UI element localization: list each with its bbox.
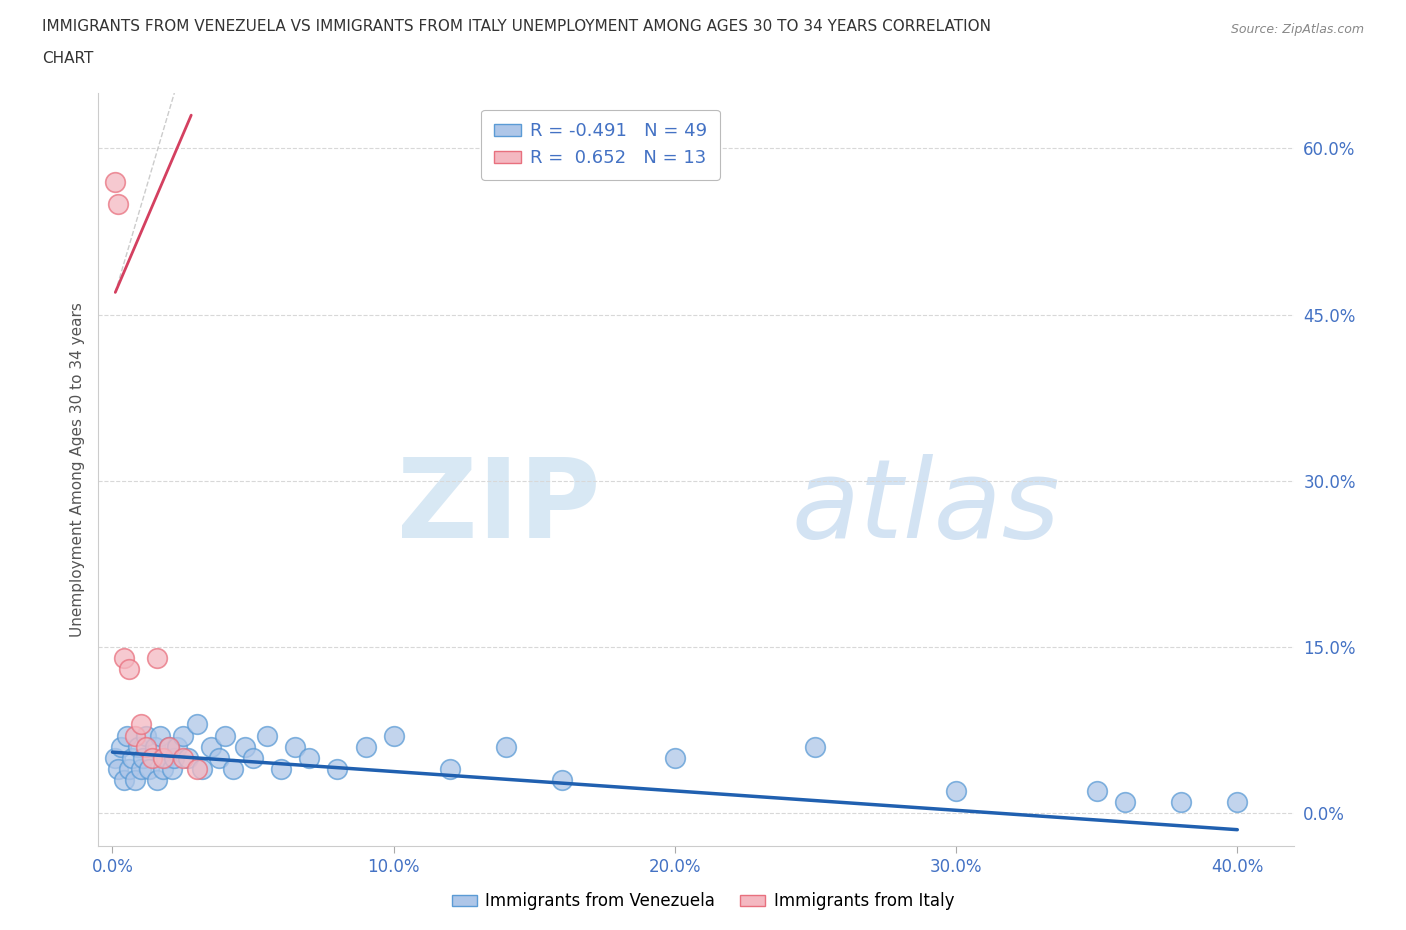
Point xyxy=(326,762,349,777)
Point xyxy=(664,751,686,765)
Text: CHART: CHART xyxy=(42,51,94,66)
Point xyxy=(118,661,141,676)
Point xyxy=(129,762,152,777)
Point xyxy=(107,196,129,211)
Point xyxy=(115,728,138,743)
Point xyxy=(186,762,208,777)
Point xyxy=(143,739,166,754)
Point xyxy=(157,739,180,754)
Point xyxy=(177,751,200,765)
Text: Source: ZipAtlas.com: Source: ZipAtlas.com xyxy=(1230,23,1364,36)
Point xyxy=(551,773,574,788)
Point xyxy=(110,739,132,754)
Point xyxy=(157,739,180,754)
Legend: R = -0.491   N = 49, R =  0.652   N = 13: R = -0.491 N = 49, R = 0.652 N = 13 xyxy=(481,110,720,179)
Point xyxy=(945,783,967,798)
Point xyxy=(155,751,177,765)
Point xyxy=(146,773,169,788)
Text: atlas: atlas xyxy=(792,454,1060,561)
Point xyxy=(107,762,129,777)
Text: ZIP: ZIP xyxy=(396,454,600,561)
Point xyxy=(439,762,461,777)
Point xyxy=(804,739,827,754)
Point xyxy=(124,728,146,743)
Point xyxy=(222,762,245,777)
Point xyxy=(1170,794,1192,809)
Point xyxy=(141,751,163,765)
Point xyxy=(104,751,127,765)
Point xyxy=(270,762,292,777)
Point xyxy=(242,751,264,765)
Point xyxy=(208,751,231,765)
Point xyxy=(118,762,141,777)
Point xyxy=(112,773,135,788)
Point xyxy=(298,751,321,765)
Point xyxy=(149,728,172,743)
Point xyxy=(1114,794,1136,809)
Point xyxy=(135,739,157,754)
Point xyxy=(152,762,174,777)
Point xyxy=(146,651,169,666)
Point xyxy=(135,728,157,743)
Point xyxy=(163,751,186,765)
Point xyxy=(284,739,307,754)
Point xyxy=(191,762,214,777)
Point xyxy=(172,751,194,765)
Point xyxy=(127,739,149,754)
Text: IMMIGRANTS FROM VENEZUELA VS IMMIGRANTS FROM ITALY UNEMPLOYMENT AMONG AGES 30 TO: IMMIGRANTS FROM VENEZUELA VS IMMIGRANTS … xyxy=(42,19,991,33)
Point xyxy=(166,739,188,754)
Point xyxy=(132,751,155,765)
Point xyxy=(214,728,236,743)
Y-axis label: Unemployment Among Ages 30 to 34 years: Unemployment Among Ages 30 to 34 years xyxy=(69,302,84,637)
Point xyxy=(172,728,194,743)
Point xyxy=(186,717,208,732)
Point xyxy=(200,739,222,754)
Point xyxy=(1226,794,1249,809)
Point xyxy=(129,717,152,732)
Point xyxy=(354,739,377,754)
Point xyxy=(124,773,146,788)
Point xyxy=(112,651,135,666)
Point xyxy=(104,174,127,189)
Point xyxy=(256,728,278,743)
Point xyxy=(233,739,256,754)
Point xyxy=(160,762,183,777)
Point xyxy=(1085,783,1108,798)
Point xyxy=(138,762,160,777)
Point xyxy=(382,728,405,743)
Point xyxy=(121,751,143,765)
Point xyxy=(495,739,517,754)
Legend: Immigrants from Venezuela, Immigrants from Italy: Immigrants from Venezuela, Immigrants fr… xyxy=(446,885,960,917)
Point xyxy=(152,751,174,765)
